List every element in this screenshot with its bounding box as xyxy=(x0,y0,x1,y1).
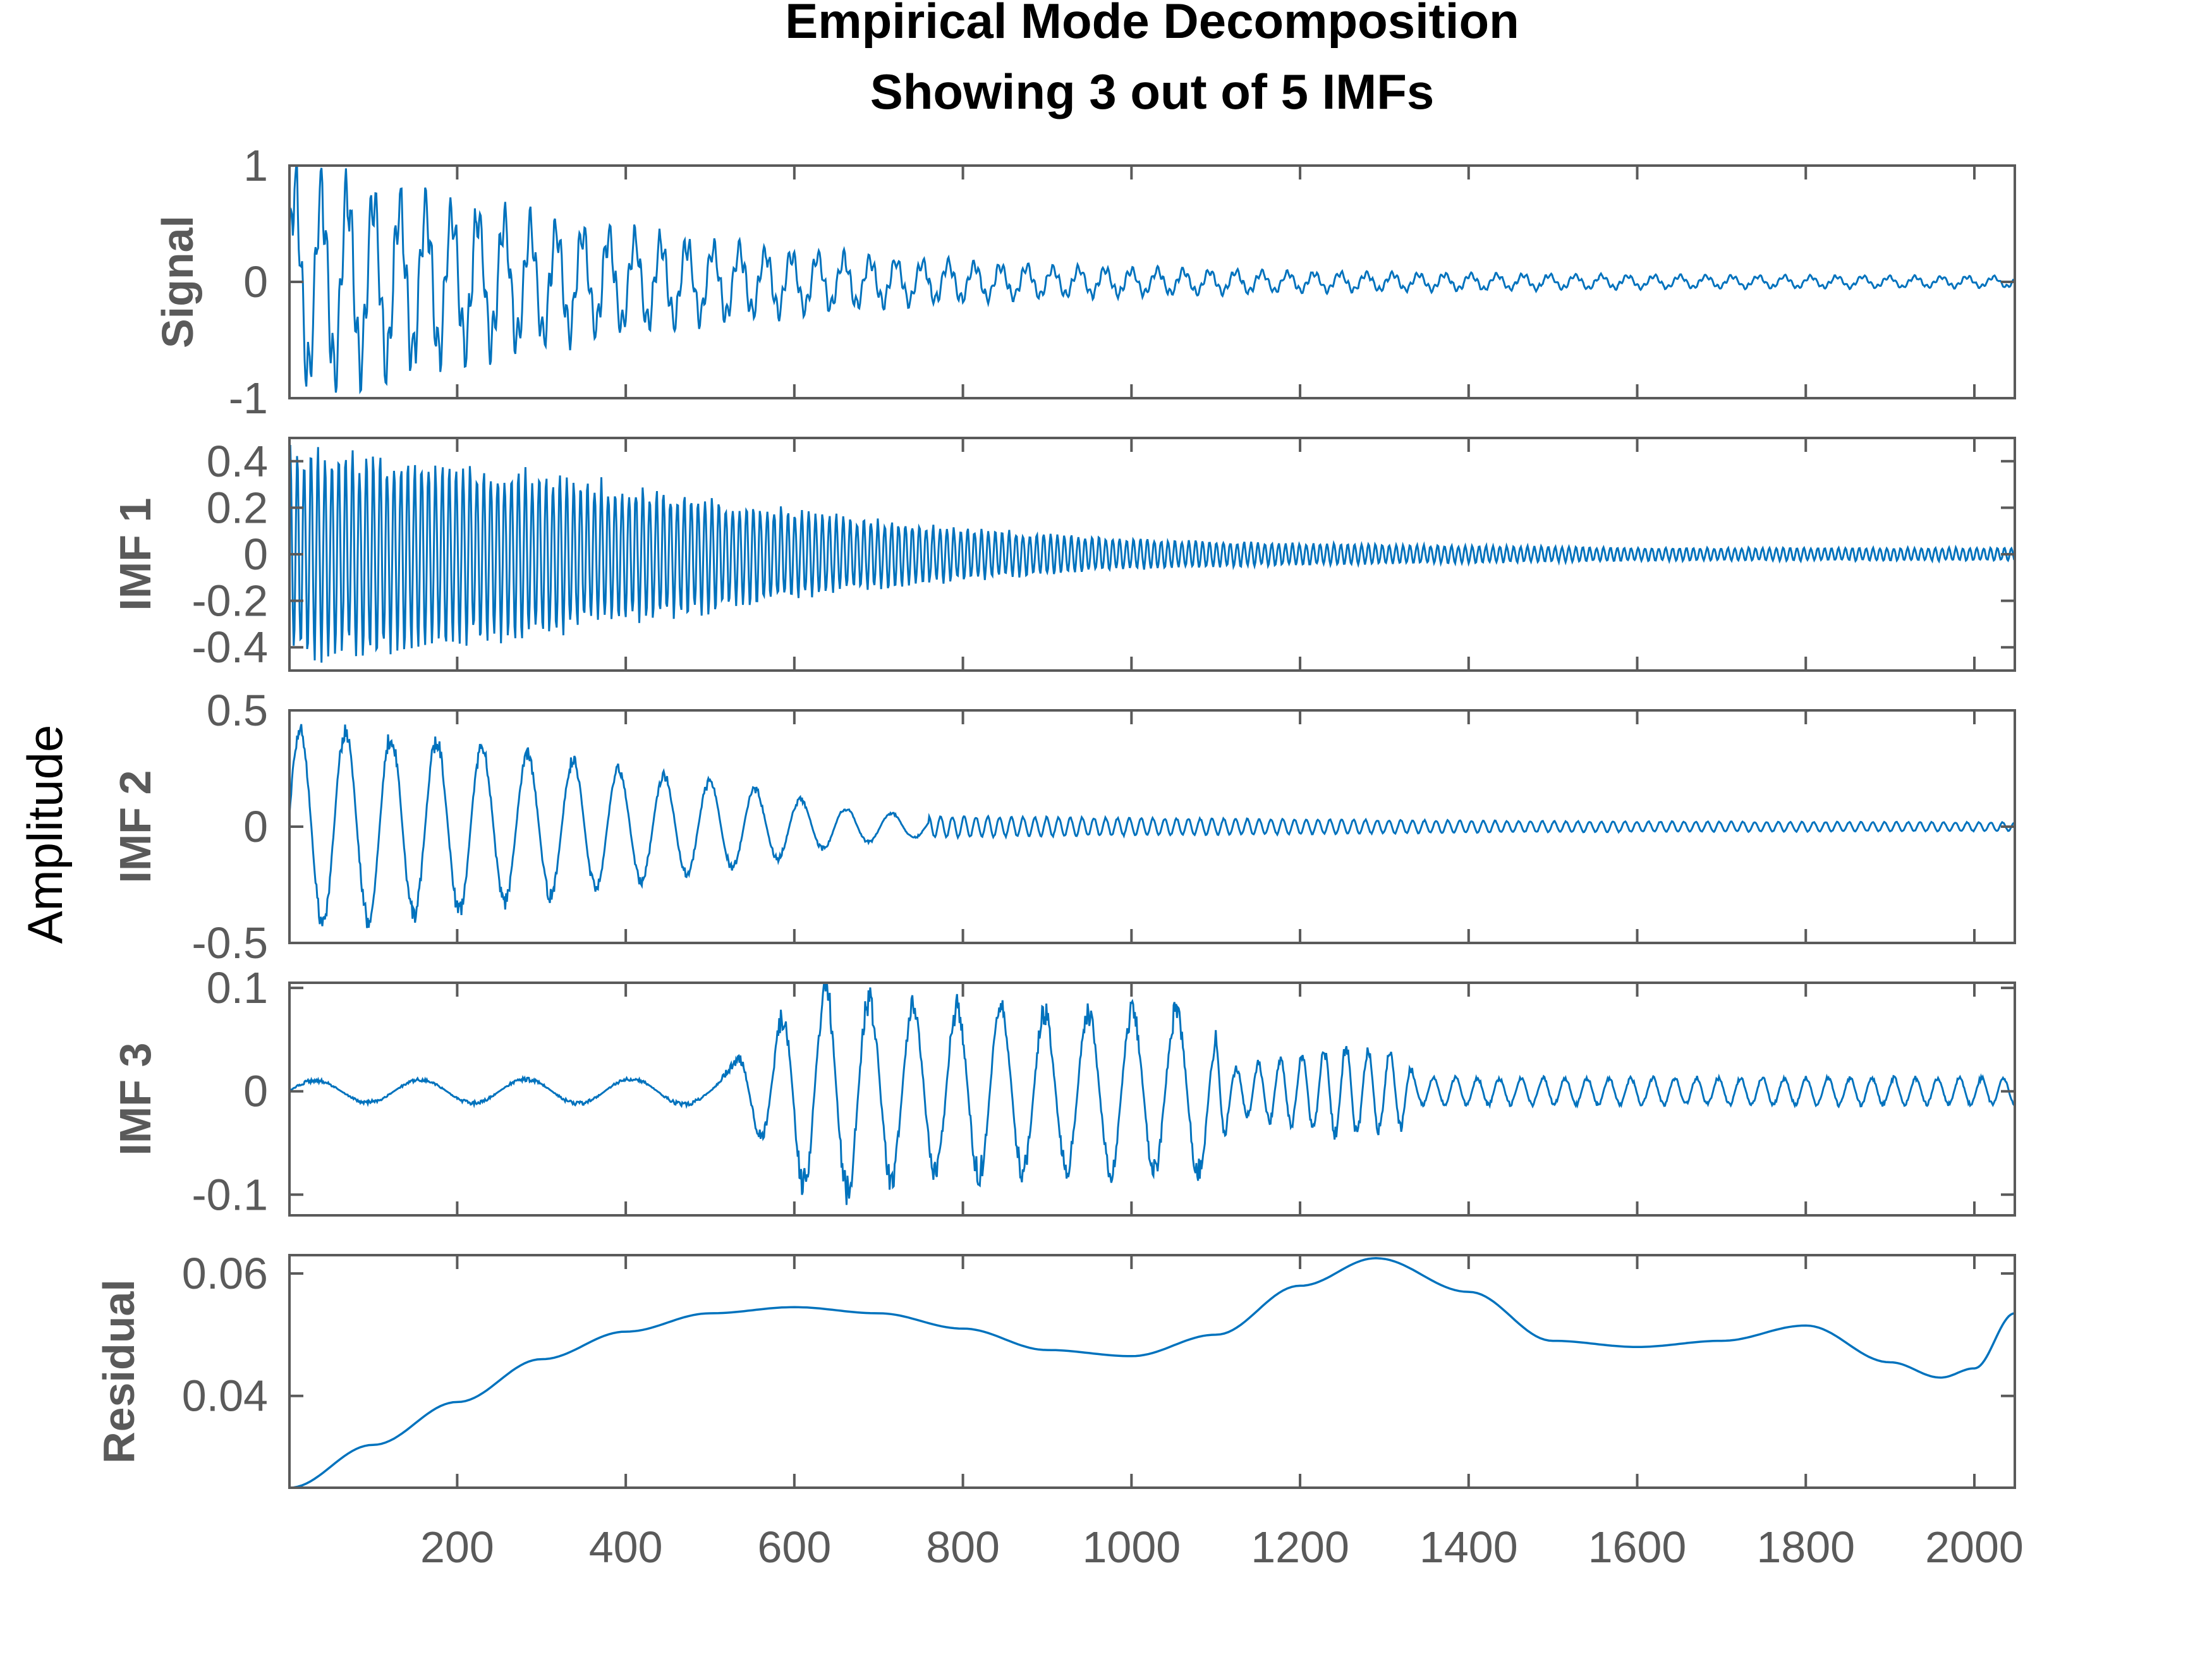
panel-ylabel: Residual xyxy=(94,1279,143,1464)
series-line-signal xyxy=(289,166,2015,395)
y-tick-label: -0.5 xyxy=(191,918,268,968)
y-tick-label: -0.2 xyxy=(191,576,268,626)
panel-residual: 0.04 0.06 Residual 200 400 600 800 1000 1200 1400… xyxy=(94,1249,2024,1572)
y-tick-label: -0.1 xyxy=(191,1170,268,1219)
axes-box xyxy=(288,709,2016,944)
x-tick-label: 2000 xyxy=(1925,1522,2024,1572)
panel-imf-1: -0.4-0.200.20.4 IMF 1 xyxy=(111,437,2016,672)
x-tick-label: 200 xyxy=(420,1522,494,1572)
y-tick-label: 0.4 xyxy=(207,437,268,486)
x-tick-label: 600 xyxy=(757,1522,831,1572)
panel-imf-2: -0.5 0 0.5 IMF 2 xyxy=(111,686,2016,968)
y-tick-label: 0 xyxy=(243,1067,268,1116)
series-line-imf-1 xyxy=(289,445,2015,663)
x-tick-label: 1400 xyxy=(1419,1522,1518,1572)
panel-ylabel: Signal xyxy=(153,216,202,348)
figure-ylabel: Amplitude xyxy=(17,725,73,944)
x-tick-label: 1000 xyxy=(1082,1522,1181,1572)
y-tick-label: 0.06 xyxy=(182,1249,268,1298)
y-tick-label: -1 xyxy=(229,374,268,423)
x-tick-label: 400 xyxy=(589,1522,663,1572)
panel-imf-3: -0.1 0 0.1 IMF 3 xyxy=(111,963,2016,1219)
x-tick-label: 1600 xyxy=(1588,1522,1687,1572)
x-tick-label: 1800 xyxy=(1756,1522,1855,1572)
panel-ylabel: IMF 2 xyxy=(111,770,160,884)
y-tick-label: 0 xyxy=(243,530,268,579)
y-tick-label: 0 xyxy=(243,257,268,307)
y-tick-label: -0.4 xyxy=(191,623,268,672)
x-tick-label: 800 xyxy=(926,1522,1000,1572)
y-tick-label: 1 xyxy=(243,141,268,190)
axes-box xyxy=(288,1254,2016,1489)
y-tick-label: 0.2 xyxy=(207,483,268,532)
panel-ylabel: IMF 1 xyxy=(111,498,160,611)
y-tick-label: 0.5 xyxy=(207,686,268,735)
series-line-imf-3 xyxy=(289,983,2015,1205)
series-line-imf-2 xyxy=(289,724,2015,928)
figure-title-line1: Empirical Mode Decomposition xyxy=(785,0,1519,49)
figure-title-line2: Showing 3 out of 5 IMFs xyxy=(870,64,1435,119)
y-tick-label: 0.04 xyxy=(182,1371,268,1421)
y-tick-label: 0 xyxy=(243,802,268,851)
y-tick-label: 0.1 xyxy=(207,963,268,1012)
x-tick-label: 1200 xyxy=(1251,1522,1349,1572)
panel-ylabel: IMF 3 xyxy=(111,1043,160,1156)
panel-signal: -1 0 1 Signal xyxy=(153,141,2016,423)
axes-box xyxy=(288,981,2016,1217)
series-line-residual xyxy=(289,1257,2015,1488)
